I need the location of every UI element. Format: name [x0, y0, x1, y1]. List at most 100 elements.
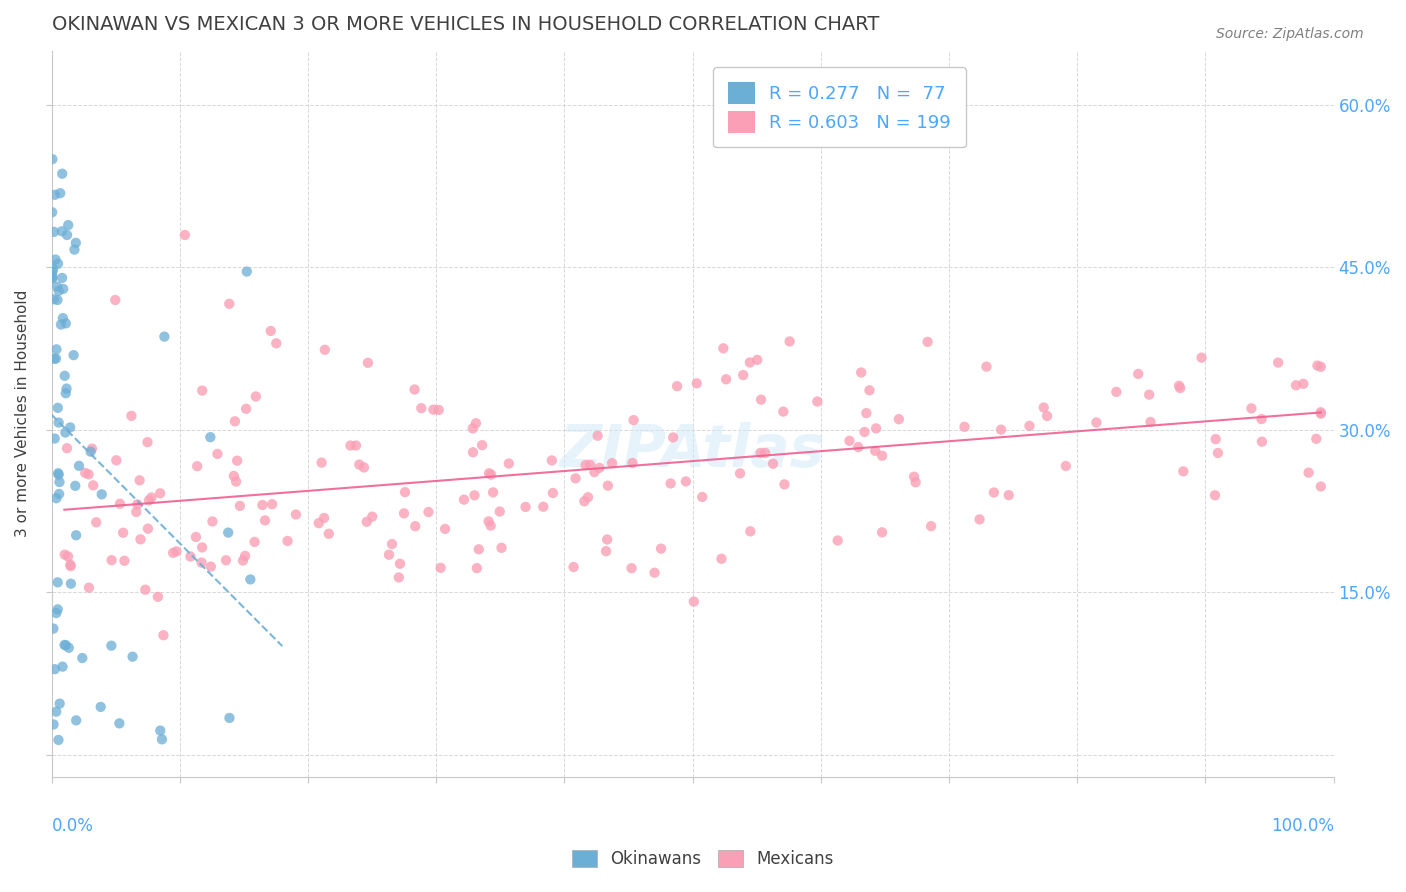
Point [284, 508, 307, 522]
Point [44, 187, 66, 202]
Point [127, 497, 149, 511]
Point [392, 507, 415, 521]
Point [136, 435, 159, 450]
Point [690, 490, 713, 504]
Point [461, 421, 484, 435]
Point [576, 490, 599, 504]
Point [1128, 367, 1150, 381]
Point [540, 453, 562, 467]
Point [579, 458, 602, 472]
Y-axis label: 3 or more Vehicles in Household: 3 or more Vehicles in Household [15, 290, 30, 537]
Point [41, 268, 63, 283]
Point [806, 394, 828, 409]
Point [55, 425, 77, 440]
Point [596, 533, 619, 547]
Point [58, 218, 80, 232]
Point [339, 438, 361, 452]
Text: 0.0%: 0.0% [52, 816, 93, 835]
Point [404, 519, 426, 533]
Point [72, 651, 94, 665]
Point [62, 348, 84, 362]
Point [48, 475, 70, 489]
Point [65, 479, 87, 493]
Point [1206, 446, 1229, 460]
Point [48, 284, 70, 298]
Point [1306, 359, 1329, 373]
Point [990, 423, 1012, 437]
Point [887, 412, 910, 426]
Point [226, 453, 249, 467]
Point [51, 659, 73, 673]
Point [311, 456, 333, 470]
Point [100, 553, 122, 567]
Point [56, 549, 79, 564]
Point [515, 500, 537, 514]
Point [903, 469, 925, 483]
Point [48, 416, 70, 430]
Point [1191, 351, 1213, 365]
Point [388, 557, 411, 571]
Point [77, 467, 100, 482]
Point [45, 705, 67, 719]
Point [58, 640, 80, 655]
Point [779, 334, 801, 349]
Point [675, 475, 697, 489]
Point [55, 638, 77, 652]
Point [659, 476, 682, 491]
Point [762, 457, 785, 471]
Point [46, 467, 69, 481]
Point [1240, 401, 1263, 416]
Point [312, 511, 335, 525]
Point [318, 526, 340, 541]
Point [464, 416, 486, 430]
Point [121, 649, 143, 664]
Point [357, 356, 380, 370]
Point [129, 533, 152, 547]
Point [541, 486, 564, 500]
Legend: Okinawans, Mexicans: Okinawans, Mexicans [565, 843, 841, 875]
Point [125, 505, 148, 519]
Point [463, 488, 485, 502]
Point [65, 714, 87, 728]
Point [1204, 488, 1226, 502]
Text: Source: ZipAtlas.com: Source: ZipAtlas.com [1216, 27, 1364, 41]
Point [46, 293, 69, 307]
Point [136, 522, 159, 536]
Point [562, 560, 585, 574]
Point [682, 594, 704, 608]
Point [108, 716, 131, 731]
Point [666, 379, 689, 393]
Point [53, 638, 76, 652]
Point [488, 504, 510, 518]
Point [623, 413, 645, 427]
Point [773, 477, 796, 491]
Point [59, 559, 82, 574]
Point [983, 485, 1005, 500]
Point [1309, 359, 1331, 374]
Point [738, 355, 761, 369]
Point [714, 372, 737, 386]
Point [574, 494, 596, 508]
Point [45, 351, 67, 366]
Point [574, 458, 596, 472]
Point [252, 498, 274, 512]
Point [1298, 466, 1320, 480]
Point [48, 697, 70, 711]
Point [232, 553, 254, 567]
Point [179, 549, 201, 564]
Point [45, 606, 67, 620]
Point [65, 528, 87, 542]
Point [149, 486, 172, 500]
Point [55, 317, 77, 331]
Point [41, 152, 63, 166]
Point [51, 271, 73, 285]
Point [1137, 387, 1160, 401]
Point [166, 544, 188, 558]
Point [100, 639, 122, 653]
Point [42, 261, 65, 276]
Point [1085, 416, 1108, 430]
Point [855, 406, 877, 420]
Point [42, 292, 65, 306]
Text: 100.0%: 100.0% [1271, 816, 1334, 835]
Point [262, 497, 284, 511]
